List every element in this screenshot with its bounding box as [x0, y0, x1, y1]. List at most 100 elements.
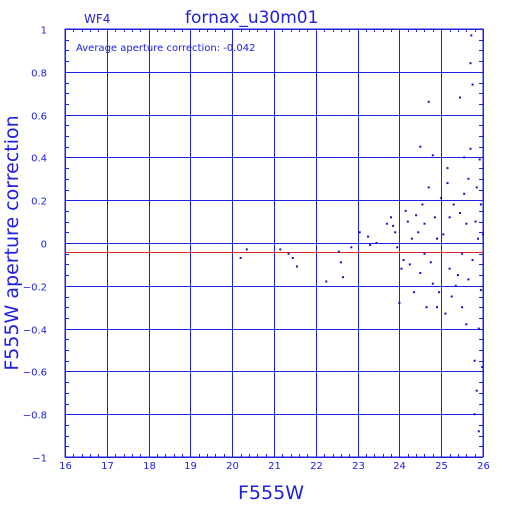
x-tick-label: 16	[59, 461, 72, 472]
data-point	[461, 252, 464, 255]
data-point	[478, 158, 481, 161]
data-point	[436, 237, 438, 240]
data-point	[385, 222, 388, 225]
data-points	[239, 34, 484, 433]
y-tick-label: 1	[41, 26, 47, 37]
average-annotation: Average aperture correction: -0.042	[76, 43, 256, 54]
data-point	[404, 209, 407, 212]
x-tick-label: 26	[477, 461, 490, 472]
y-axis-title: F555W aperture correction	[1, 115, 23, 370]
data-point	[419, 145, 422, 148]
data-point	[417, 231, 420, 234]
data-point	[438, 291, 441, 294]
data-point	[471, 83, 474, 86]
data-point	[474, 220, 477, 223]
data-point	[339, 261, 342, 264]
data-point	[431, 154, 434, 157]
data-point	[477, 237, 479, 240]
y-tick-label: −1	[32, 454, 47, 465]
data-point	[473, 413, 476, 416]
y-tick-label: 0.8	[31, 69, 47, 80]
data-point	[459, 212, 461, 214]
data-point	[425, 306, 428, 309]
data-point	[442, 233, 445, 236]
data-point	[390, 216, 392, 219]
data-point	[421, 203, 424, 206]
y-tick-label: 0.2	[31, 197, 47, 208]
data-point	[427, 100, 430, 103]
data-point	[469, 147, 472, 150]
data-point	[337, 250, 340, 253]
x-tick-label: 22	[310, 461, 323, 472]
data-point	[415, 214, 418, 217]
data-point	[467, 278, 470, 281]
data-point	[473, 359, 476, 362]
data-point	[479, 203, 482, 206]
data-point	[291, 257, 294, 259]
data-point	[463, 192, 466, 195]
data-point	[427, 186, 430, 189]
chip-label: WF4	[84, 12, 110, 26]
data-point	[367, 235, 370, 238]
data-point	[452, 203, 455, 206]
x-axis-title: F555W	[238, 482, 304, 504]
data-point	[481, 366, 484, 369]
data-point	[433, 216, 436, 219]
data-point	[423, 222, 426, 225]
data-point	[419, 272, 422, 274]
data-point	[467, 177, 470, 180]
x-tick-label: 24	[393, 461, 406, 472]
data-point	[436, 306, 438, 309]
x-tick-label: 23	[352, 461, 365, 472]
y-tick-label: 0.4	[31, 154, 47, 165]
data-point	[429, 261, 432, 264]
data-point	[279, 248, 282, 251]
data-point	[444, 312, 447, 315]
data-point	[475, 186, 478, 189]
y-tick-label: −0.2	[23, 283, 47, 294]
axis-ticks	[65, 29, 483, 457]
data-point	[239, 257, 242, 259]
data-point	[392, 224, 395, 227]
y-tick-label: −0.8	[23, 411, 47, 422]
data-point	[394, 231, 397, 234]
data-point	[358, 231, 361, 234]
data-point	[471, 259, 474, 262]
y-tick-labels: 1 0.8 0.6 0.4 0.2 0 −0.2 −0.4 −0.6 −0.8 −1	[23, 26, 47, 465]
data-point	[446, 167, 449, 170]
data-point	[413, 291, 415, 294]
x-tick-label: 18	[143, 461, 156, 472]
data-point	[459, 96, 461, 99]
data-point	[406, 220, 409, 223]
y-tick-label: −0.6	[23, 368, 47, 379]
plot-frame	[64, 28, 484, 458]
data-point	[456, 274, 459, 277]
data-point	[287, 252, 290, 255]
y-tick-label: 0	[41, 240, 47, 251]
data-point	[342, 276, 344, 279]
y-tick-label: 0.6	[31, 112, 47, 123]
data-point	[470, 34, 473, 37]
data-point	[325, 280, 328, 283]
data-point	[431, 282, 434, 285]
x-tick-label: 20	[226, 461, 239, 472]
data-point	[448, 216, 451, 219]
x-tick-label: 25	[435, 461, 448, 472]
data-point	[461, 306, 464, 309]
data-point	[396, 246, 399, 249]
data-point	[350, 246, 353, 249]
data-point	[477, 327, 480, 330]
chart-title: fornax_u30m01	[185, 8, 318, 28]
data-point	[423, 252, 426, 255]
data-point	[454, 284, 457, 287]
data-point	[465, 222, 468, 225]
x-tick-label: 19	[184, 461, 197, 472]
data-point	[440, 197, 443, 200]
data-point	[477, 430, 480, 433]
data-point	[296, 265, 298, 268]
x-tick-label: 17	[101, 461, 114, 472]
data-point	[410, 237, 413, 240]
data-point	[398, 301, 401, 304]
data-point	[446, 182, 449, 185]
